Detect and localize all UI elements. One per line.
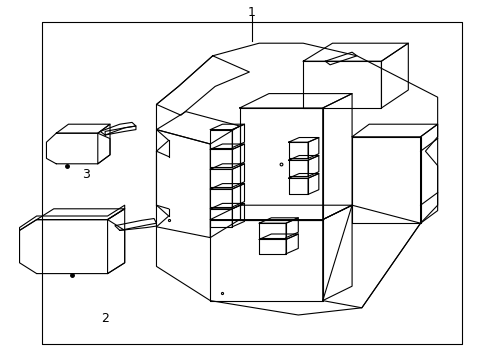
Text: 1: 1: [247, 6, 255, 19]
Text: 3: 3: [81, 168, 89, 181]
Text: 2: 2: [101, 312, 109, 325]
